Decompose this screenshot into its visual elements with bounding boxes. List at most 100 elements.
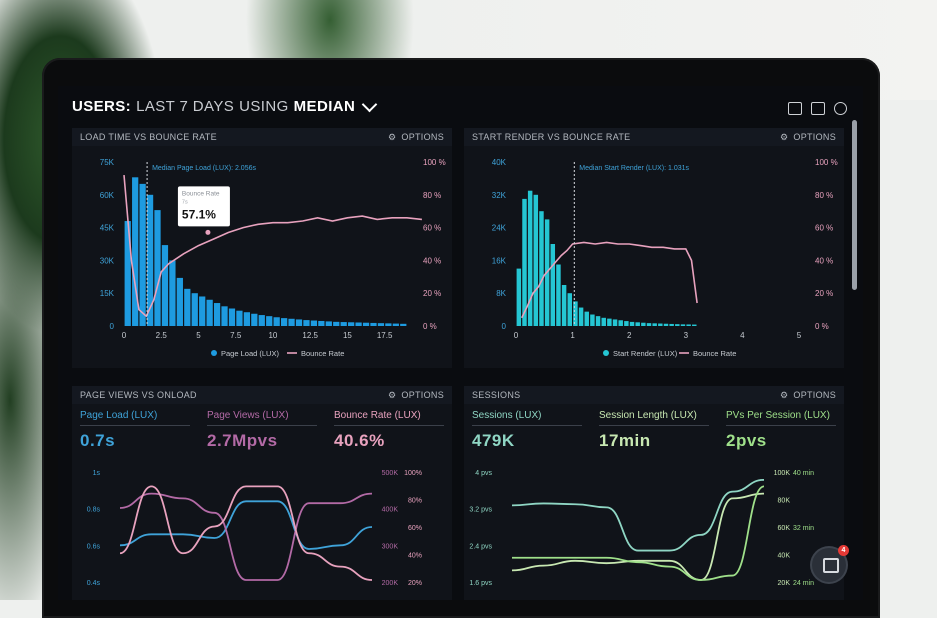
histogram-bar bbox=[139, 183, 146, 326]
scrollbar[interactable] bbox=[852, 120, 857, 290]
histogram-bar bbox=[325, 321, 332, 326]
y3-tick-label: 40% bbox=[408, 553, 422, 560]
metric-label: Sessions (LUX) bbox=[472, 410, 582, 426]
y2-tick-label: 80 % bbox=[815, 191, 833, 200]
title-prefix: USERS: bbox=[72, 98, 132, 115]
series-line-3 bbox=[512, 485, 765, 581]
histogram-bar bbox=[629, 321, 635, 326]
metric-value: 40.6% bbox=[334, 431, 385, 450]
histogram-bar bbox=[288, 318, 295, 326]
monitor-icon[interactable] bbox=[788, 102, 802, 115]
y-tick-label: 0.4s bbox=[87, 580, 101, 587]
y-tick-label: 16K bbox=[492, 256, 507, 265]
histogram-bar bbox=[348, 322, 355, 326]
metric-value: 17min bbox=[599, 431, 651, 450]
y-tick-label: 3.2 pvs bbox=[469, 507, 492, 514]
series-line-2 bbox=[119, 492, 373, 581]
histogram-bar bbox=[228, 308, 236, 326]
legend-bar-marker bbox=[603, 350, 609, 356]
y2-tick-label: 100 % bbox=[423, 158, 446, 167]
metric-bounce-rate[interactable]: Bounce Rate (LUX) 40.6% bbox=[334, 410, 444, 451]
histogram-bar bbox=[573, 301, 578, 326]
panel-header bbox=[464, 386, 844, 404]
chart-icon[interactable] bbox=[811, 102, 825, 115]
histogram-bar bbox=[539, 211, 544, 326]
histogram-bar bbox=[370, 322, 377, 326]
histogram-bar bbox=[692, 324, 697, 326]
y3-tick-label: 80% bbox=[408, 498, 422, 505]
options-button[interactable]: OPTIONS bbox=[388, 390, 444, 401]
metric-session-length[interactable]: Session Length (LUX) 17min bbox=[599, 410, 709, 451]
options-button[interactable]: OPTIONS bbox=[780, 390, 836, 401]
x-tick-label: 17.5 bbox=[377, 331, 393, 340]
y2-tick-label: 300K bbox=[382, 543, 399, 550]
y-tick-label: 40K bbox=[492, 158, 507, 167]
histogram-bar bbox=[340, 322, 347, 326]
series-line-1 bbox=[511, 478, 765, 552]
histogram-bar bbox=[295, 319, 303, 326]
y-tick-label: 1.6 pvs bbox=[469, 580, 492, 587]
load-bounce-chart: 0 15K 30K 45K 60K 75K 0 % 20 % 40 % 60 % 80 % 100 %… bbox=[100, 158, 446, 358]
histogram-bar bbox=[161, 245, 169, 326]
legend-line-label: Bounce Rate bbox=[693, 349, 736, 358]
histogram-bar bbox=[392, 323, 399, 326]
y3-tick-label: 100% bbox=[404, 470, 422, 477]
metric-page-views[interactable]: Page Views (LUX) 2.7Mpvs bbox=[207, 410, 317, 451]
histogram-bar bbox=[377, 323, 385, 326]
x-tick-label: 5 bbox=[196, 331, 201, 340]
histogram-bar bbox=[132, 177, 139, 326]
metric-page-load[interactable]: Page Load (LUX) 0.7s bbox=[80, 410, 190, 451]
metric-label: Bounce Rate (LUX) bbox=[334, 410, 444, 426]
histogram-bar bbox=[533, 194, 539, 326]
histogram-bar bbox=[669, 323, 674, 326]
x-tick-label: 1 bbox=[570, 331, 575, 340]
legend-line-label: Bounce Rate bbox=[301, 349, 344, 358]
metric-sessions[interactable]: Sessions (LUX) 479K bbox=[472, 410, 582, 451]
histogram-bar bbox=[646, 323, 652, 326]
histogram-bar bbox=[206, 299, 213, 326]
options-button[interactable]: OPTIONS bbox=[388, 132, 444, 143]
histogram-bar bbox=[221, 306, 228, 326]
legend-bar-label: Page Load (LUX) bbox=[221, 349, 279, 358]
metric-label: Page Load (LUX) bbox=[80, 410, 190, 426]
y-tick-label: 60K bbox=[100, 191, 115, 200]
histogram-bar bbox=[124, 221, 131, 326]
x-tick-label: 2.5 bbox=[156, 331, 168, 340]
histogram-bar bbox=[154, 210, 161, 326]
y2-tick-label: 60 % bbox=[423, 224, 441, 233]
y2-tick-label: 60K bbox=[778, 525, 791, 532]
y2-tick-label: 80 % bbox=[423, 191, 441, 200]
metric-label: Page Views (LUX) bbox=[207, 410, 317, 426]
y3-tick-label: 60% bbox=[408, 525, 422, 532]
chevron-down-icon[interactable] bbox=[361, 96, 378, 112]
histogram-bar bbox=[550, 244, 556, 326]
metric-value: 479K bbox=[472, 431, 515, 450]
y-tick-label: 0 bbox=[502, 322, 507, 331]
y3-tick-label: 32 min bbox=[793, 525, 814, 532]
metric-pvs-per-session[interactable]: PVs Per Session (LUX) 2pvs bbox=[726, 410, 836, 451]
help-icon[interactable] bbox=[834, 102, 847, 115]
title-range: LAST 7 DAYS bbox=[136, 98, 235, 115]
y-tick-label: 24K bbox=[492, 224, 507, 233]
y-tick-label: 2.4 pvs bbox=[469, 543, 492, 550]
histogram-bar bbox=[184, 288, 191, 326]
y2-tick-label: 20K bbox=[778, 580, 791, 587]
histogram-bar bbox=[652, 323, 657, 326]
panel-header bbox=[72, 128, 452, 146]
histogram-bar bbox=[146, 194, 154, 326]
options-button[interactable]: OPTIONS bbox=[780, 132, 836, 143]
x-tick-label: 0 bbox=[514, 331, 519, 340]
histogram-bar bbox=[675, 324, 680, 326]
page-title[interactable]: USERS: LAST 7 DAYS USING MEDIAN bbox=[72, 96, 378, 115]
histogram-bar bbox=[303, 320, 310, 326]
tooltip-value: 57.1% bbox=[182, 207, 216, 221]
x-tick-label: 2 bbox=[627, 331, 632, 340]
y-tick-label: 0 bbox=[110, 322, 115, 331]
x-tick-label: 7.5 bbox=[230, 331, 242, 340]
histogram-bar bbox=[273, 317, 280, 326]
histogram-bar bbox=[601, 317, 606, 326]
histogram-bar bbox=[280, 318, 288, 326]
histogram-bar bbox=[362, 322, 370, 326]
tooltip-box bbox=[177, 186, 230, 227]
y2-tick-label: 400K bbox=[382, 507, 399, 514]
